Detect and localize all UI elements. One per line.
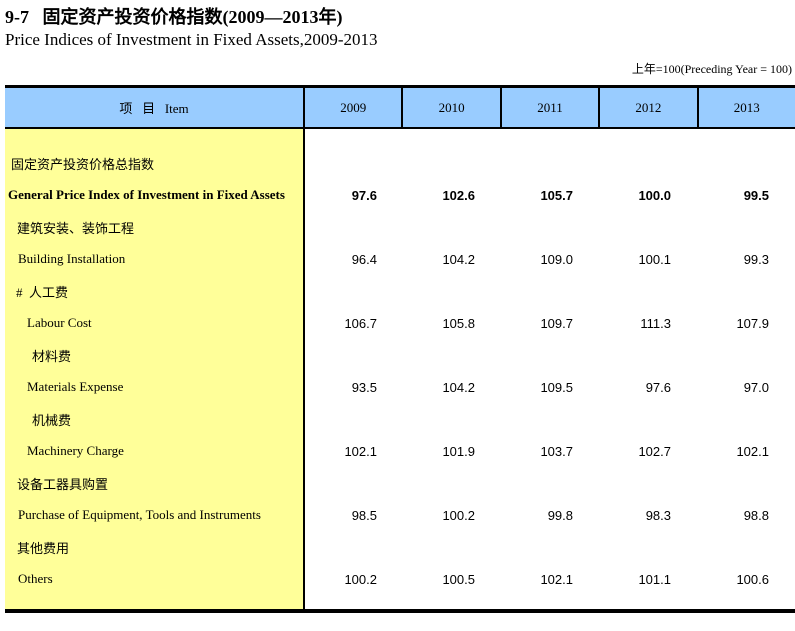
row-value: 104.2: [442, 251, 475, 267]
row-value: 109.7: [540, 315, 573, 331]
row-value: 104.2: [442, 379, 475, 395]
column-header-year-2011: 2011: [499, 88, 598, 127]
table-header-row: 项 目 Item 2009 2010 2011 2012 2013: [5, 88, 795, 129]
column-header-item: 项 目 Item: [119, 101, 189, 116]
row-value: 100.2: [344, 571, 377, 587]
row-label: 建筑安装、装饰工程: [17, 220, 135, 236]
column-header-year-2013: 2013: [696, 88, 795, 127]
table-title-en: Price Indices of Investment in Fixed Ass…: [5, 30, 378, 49]
table-row: Purchase of Equipment, Tools and Instrum…: [5, 499, 795, 531]
row-value: 102.6: [442, 187, 475, 203]
row-value: 93.5: [351, 379, 377, 395]
table-row: # 人工费: [5, 275, 795, 307]
row-label: Materials Expense: [27, 379, 124, 394]
column-header-year-2012: 2012: [598, 88, 696, 127]
table-row: 机械费: [5, 403, 795, 435]
row-label: 固定资产投资价格总指数: [11, 156, 155, 172]
row-value: 96.4: [351, 251, 377, 267]
table-row: Labour Cost 106.7 105.8 109.7 111.3 107.9: [5, 307, 795, 339]
row-value: 98.5: [351, 507, 377, 523]
row-label: Purchase of Equipment, Tools and Instrum…: [18, 507, 261, 522]
row-value: 111.3: [640, 315, 671, 331]
row-value: 100.0: [638, 187, 671, 203]
row-value: 105.8: [442, 315, 475, 331]
statistics-table: 项 目 Item 2009 2010 2011 2012 2013 固定资产投资…: [5, 85, 795, 613]
row-value: 97.0: [743, 379, 769, 395]
row-value: 99.8: [547, 507, 573, 523]
row-value: 102.1: [344, 443, 377, 459]
row-value: 97.6: [351, 187, 377, 203]
row-value: 101.1: [638, 571, 671, 587]
row-value: 106.7: [344, 315, 377, 331]
table-row: Materials Expense 93.5 104.2 109.5 97.6 97.0: [5, 371, 795, 403]
row-value: 99.3: [743, 251, 769, 267]
row-value: 102.1: [736, 443, 769, 459]
table-row: 其他费用: [5, 531, 795, 563]
table-row: Building Installation 96.4 104.2 109.0 100.1…: [5, 243, 795, 275]
row-label: 其他费用: [17, 540, 70, 556]
table-row: Others 100.2 100.5 102.1 101.1 100.6: [5, 563, 795, 595]
row-value: 97.6: [645, 379, 671, 395]
table-row: 材料费: [5, 339, 795, 371]
row-value: 100.2: [442, 507, 475, 523]
column-header-year-2009: 2009: [303, 88, 401, 127]
table-row: 固定资产投资价格总指数: [5, 147, 795, 179]
row-value: 100.5: [442, 571, 475, 587]
table-number-and-title-cn: 9-7 固定资产投资价格指数(2009—2013年): [5, 7, 343, 27]
table-row: 设备工器具购置: [5, 467, 795, 499]
row-value: 109.5: [540, 379, 573, 395]
row-value: 98.8: [743, 507, 769, 523]
row-label: Others: [18, 571, 53, 586]
row-value: 102.7: [638, 443, 671, 459]
row-value: 100.1: [638, 251, 671, 267]
table-row: 建筑安装、装饰工程: [5, 211, 795, 243]
table-row: General Price Index of Investment in Fix…: [5, 179, 795, 211]
unit-note: 上年=100(Preceding Year = 100): [631, 62, 792, 76]
row-value: 98.3: [645, 507, 671, 523]
column-header-year-2010: 2010: [401, 88, 499, 127]
row-value: 107.9: [736, 315, 769, 331]
row-label: 机械费: [32, 412, 72, 428]
row-label: General Price Index of Investment in Fix…: [8, 187, 285, 202]
table-row: Machinery Charge 102.1 101.9 103.7 102.7 102.…: [5, 435, 795, 467]
row-value: 102.1: [540, 571, 573, 587]
row-label: Labour Cost: [27, 315, 92, 330]
row-value: 101.9: [442, 443, 475, 459]
row-label: 设备工器具购置: [17, 476, 109, 492]
row-label: Building Installation: [18, 251, 126, 266]
row-value: 100.6: [736, 571, 769, 587]
row-value: 105.7: [540, 187, 573, 203]
row-label: Machinery Charge: [27, 443, 124, 458]
row-value: 99.5: [743, 187, 769, 203]
table-body: 固定资产投资价格总指数 General Price Index of Invest…: [5, 129, 795, 609]
row-label: 材料费: [32, 348, 72, 364]
row-label: # 人工费: [16, 284, 69, 300]
row-value: 109.0: [540, 251, 573, 267]
row-value: 103.7: [540, 443, 573, 459]
